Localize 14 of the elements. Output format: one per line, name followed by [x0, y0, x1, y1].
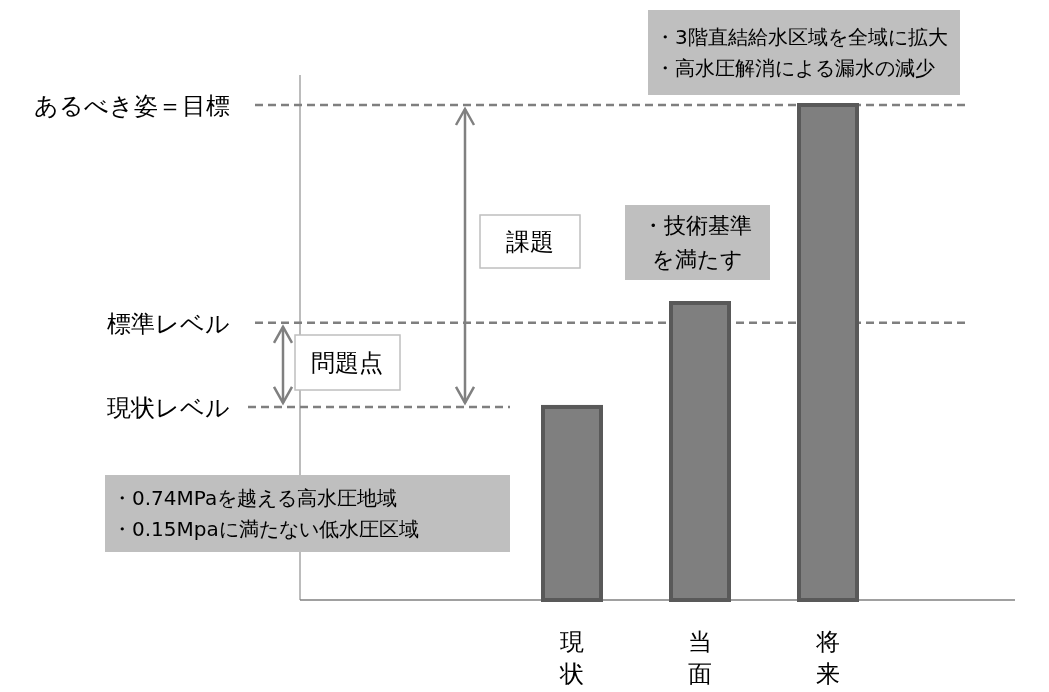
annotation: を満たす [651, 247, 743, 273]
x-tick-label: 当面 [688, 628, 712, 688]
ref-line-label: 標準レベル [107, 309, 230, 338]
annotation: 課題 [506, 227, 554, 256]
text: ・0.74MPaを越える高水圧地域 [112, 486, 398, 510]
ref-line-label: 現状レベル [107, 393, 230, 422]
x-tick-label: 現状 [559, 628, 584, 688]
text: ・3階直結給水区域を全域に拡大 [655, 25, 948, 49]
text: ・0.15Mpaに満たない低水圧区域 [112, 517, 419, 541]
x-tick-label: 将来 [815, 628, 840, 688]
text: ・高水圧解消による漏水の減少 [655, 56, 935, 80]
annotation: ・技術基準 [642, 213, 752, 239]
text: 問題点 [311, 348, 383, 377]
ref-line-label: あるべき姿＝目標 [34, 92, 230, 120]
